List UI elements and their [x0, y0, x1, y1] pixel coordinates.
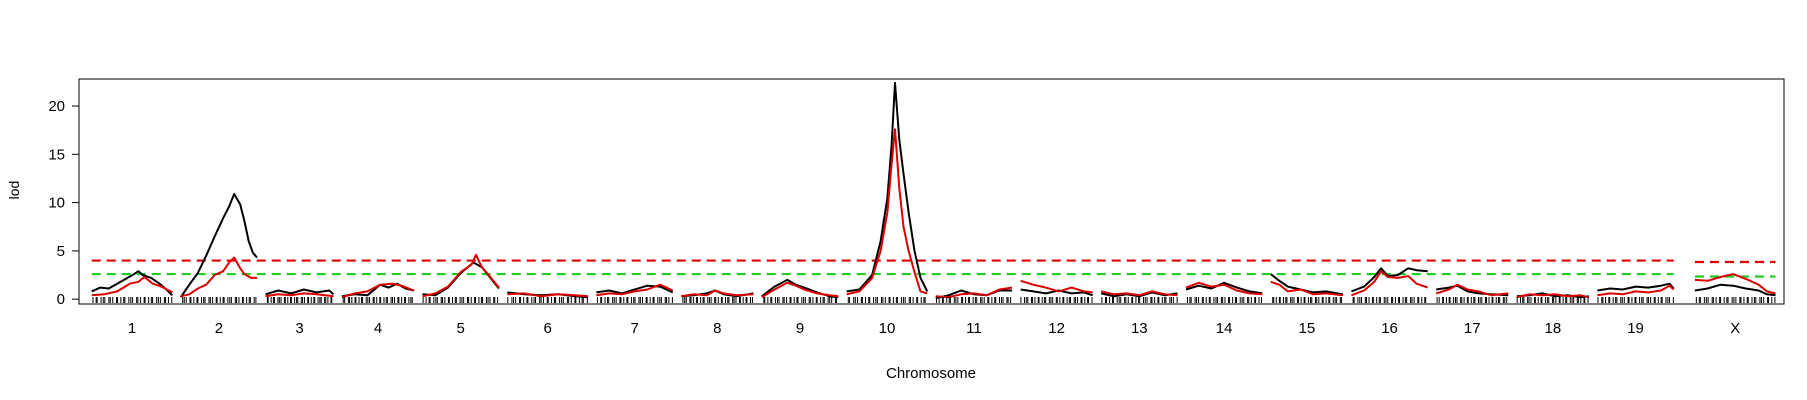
chromosome-label: 9 — [796, 320, 804, 337]
chromosome-label: 18 — [1545, 320, 1562, 337]
lod-curve-red-chr-14 — [1185, 281, 1263, 296]
lod-curve-red-chr-4 — [341, 282, 415, 299]
lod-curve-black-chr-X — [1694, 283, 1776, 297]
chromosome-label: 3 — [295, 320, 303, 337]
chromosome-label: 1 — [128, 320, 136, 337]
x-axis: 1 2 3 4 5 6 7 8 9 10 11 12 13 14 15 16 17 18 19 X — [128, 320, 1740, 337]
y-tick-label: 10 — [48, 195, 65, 212]
lod-curve-black-chr-2 — [179, 192, 258, 298]
lod-curve-red-chr-19 — [1597, 284, 1675, 297]
lod-curve-red-chr-5 — [422, 253, 500, 298]
lod-curve-black-chr-19 — [1597, 282, 1675, 292]
lod-curve-red-chr-3 — [265, 292, 334, 298]
y-tick-label: 15 — [48, 146, 65, 163]
y-axis-title: lod — [6, 181, 22, 200]
lod-curve-red-chr-15 — [1270, 280, 1344, 297]
lod-curve-black-chr-1 — [91, 270, 174, 297]
lod-curves — [91, 81, 1776, 300]
lod-curve-black-chr-7 — [596, 284, 674, 295]
lod-curve-red-chr-13 — [1100, 290, 1178, 297]
lod-curve-red-chr-11 — [935, 286, 1013, 299]
chromosome-label: 12 — [1048, 320, 1065, 337]
lod-curve-red-chr-16 — [1351, 270, 1429, 297]
chromosome-label: 15 — [1299, 320, 1316, 337]
lod-curve-red-chr-12 — [1020, 279, 1093, 294]
lod-curve-red-chr-6 — [507, 292, 589, 298]
lod-curve-red-chr-10 — [846, 128, 928, 296]
lod-curve-red-chr-X — [1694, 273, 1776, 295]
chromosome-label: 2 — [215, 320, 223, 337]
lod-curve-black-chr-14 — [1185, 281, 1263, 295]
x-axis-title: Chromosome — [886, 365, 976, 382]
chromosome-label: 7 — [630, 320, 638, 337]
marker-rug — [92, 297, 1776, 303]
y-axis: 0 5 10 15 20 — [48, 98, 80, 308]
lod-curve-black-chr-3 — [265, 288, 335, 296]
chromosome-label: 4 — [374, 320, 382, 337]
lod-curve-red-chr-8 — [681, 289, 754, 298]
chromosome-label: 11 — [966, 320, 982, 337]
chromosome-label: 5 — [457, 320, 465, 337]
lod-curve-red-chr-9 — [761, 281, 839, 299]
threshold-lines — [91, 259, 1776, 278]
chromosome-label: 14 — [1216, 320, 1233, 337]
chromosome-label: 19 — [1627, 320, 1644, 337]
chromosome-label: 6 — [543, 320, 551, 337]
chromosome-label: 13 — [1131, 320, 1148, 337]
chromosome-label: 8 — [713, 320, 721, 337]
y-tick-label: 5 — [57, 243, 65, 260]
lod-curve-red-chr-7 — [596, 283, 674, 297]
chromosome-label: 16 — [1381, 320, 1398, 337]
chromosome-label: 10 — [879, 320, 896, 337]
lod-curve-red-chr-18 — [1516, 293, 1590, 299]
chromosome-label: X — [1730, 320, 1740, 337]
y-tick-label: 20 — [48, 98, 65, 115]
lod-curve-red-chr-2 — [180, 256, 258, 298]
lod-curve-red-chr-17 — [1435, 283, 1509, 297]
y-tick-label: 0 — [57, 291, 65, 308]
chromosome-label: 17 — [1464, 320, 1481, 337]
lod-curve-red-chr-1 — [91, 276, 173, 297]
